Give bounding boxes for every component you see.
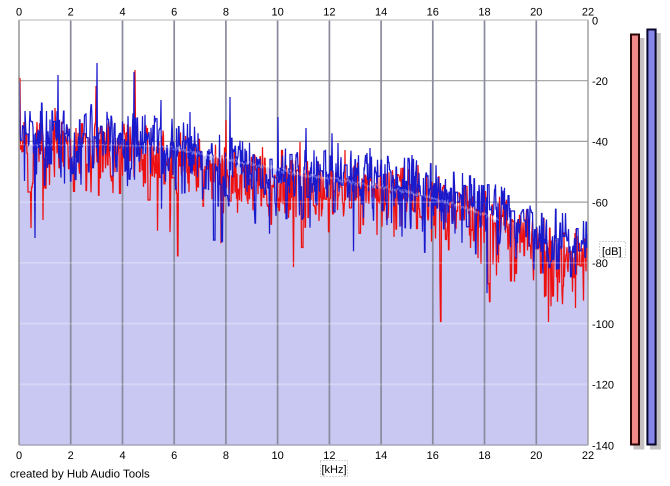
svg-text:18: 18 <box>478 7 490 19</box>
svg-text:12: 12 <box>323 7 335 19</box>
svg-text:-60: -60 <box>592 197 608 209</box>
svg-text:created by Hub Audio Tools: created by Hub Audio Tools <box>10 469 150 481</box>
svg-text:2: 2 <box>68 7 74 19</box>
svg-text:16: 16 <box>427 450 439 462</box>
svg-text:10: 10 <box>271 450 283 462</box>
svg-text:-100: -100 <box>592 319 614 331</box>
svg-text:22: 22 <box>582 450 594 462</box>
svg-text:4: 4 <box>119 7 125 19</box>
svg-text:0: 0 <box>592 15 598 27</box>
svg-text:-40: -40 <box>592 137 608 149</box>
svg-text:14: 14 <box>375 7 387 19</box>
svg-text:0: 0 <box>16 7 22 19</box>
svg-text:-20: -20 <box>592 76 608 88</box>
svg-text:6: 6 <box>171 7 177 19</box>
svg-text:4: 4 <box>119 450 125 462</box>
svg-text:2: 2 <box>68 450 74 462</box>
svg-text:12: 12 <box>323 450 335 462</box>
svg-text:0: 0 <box>16 450 22 462</box>
svg-text:[kHz]: [kHz] <box>321 464 346 476</box>
svg-text:-140: -140 <box>592 440 614 452</box>
svg-text:-80: -80 <box>592 258 608 270</box>
svg-text:[dB]: [dB] <box>602 246 622 258</box>
svg-text:8: 8 <box>223 7 229 19</box>
svg-text:20: 20 <box>530 450 542 462</box>
svg-text:20: 20 <box>530 7 542 19</box>
svg-text:14: 14 <box>375 450 387 462</box>
svg-text:22: 22 <box>582 7 594 19</box>
svg-text:18: 18 <box>478 450 490 462</box>
svg-text:6: 6 <box>171 450 177 462</box>
svg-text:-120: -120 <box>592 380 614 392</box>
svg-text:8: 8 <box>223 450 229 462</box>
svg-text:10: 10 <box>271 7 283 19</box>
svg-text:16: 16 <box>427 7 439 19</box>
